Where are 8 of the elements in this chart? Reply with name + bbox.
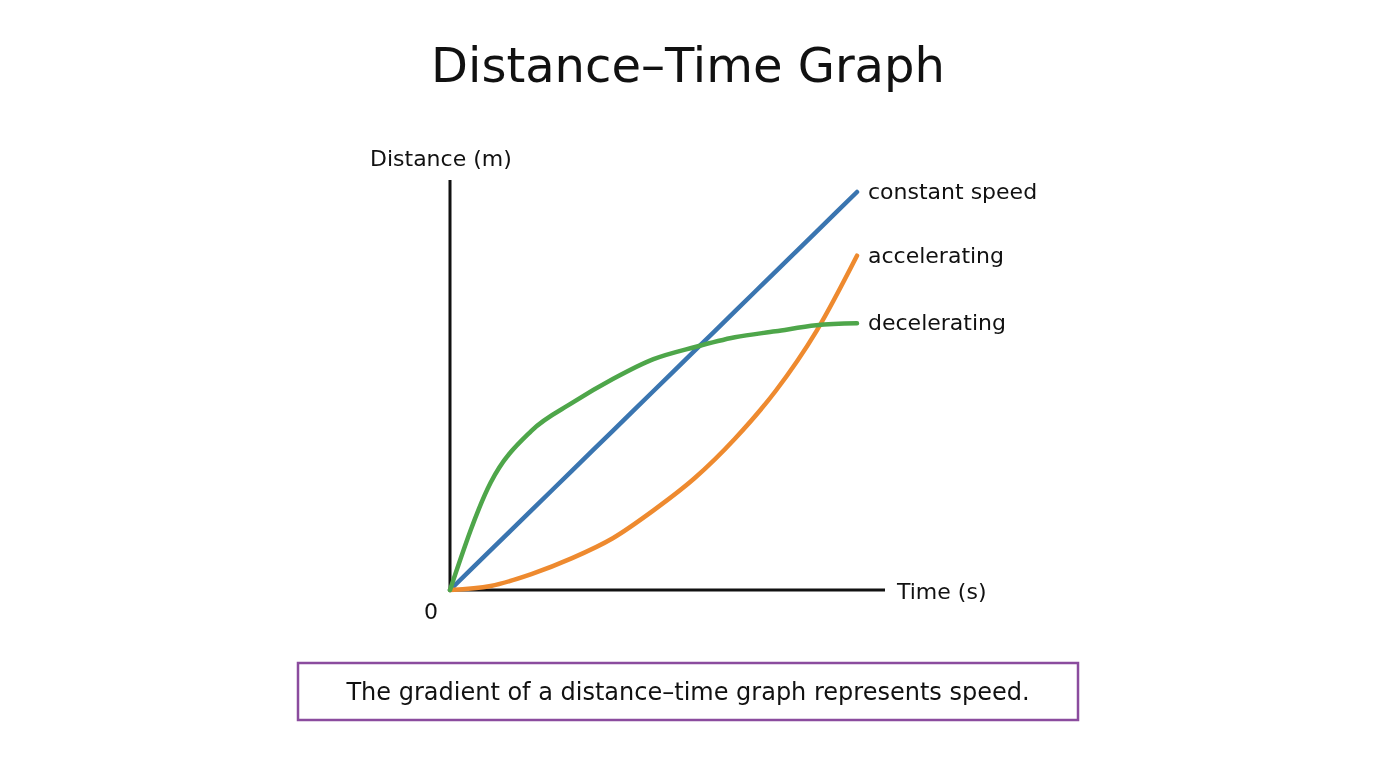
series-label: accelerating bbox=[868, 242, 1005, 268]
series-label: constant speed bbox=[868, 179, 1038, 204]
x-axis-title: Time (s) bbox=[896, 579, 987, 604]
series-label: decelerating bbox=[868, 310, 1006, 336]
y-axis-title: Distance (m) bbox=[370, 146, 512, 171]
text: The gradient of a distance–time graph represents speed. bbox=[345, 678, 1030, 706]
text: 0 bbox=[424, 599, 438, 624]
chart-title: Distance–Time Graph bbox=[431, 37, 945, 93]
